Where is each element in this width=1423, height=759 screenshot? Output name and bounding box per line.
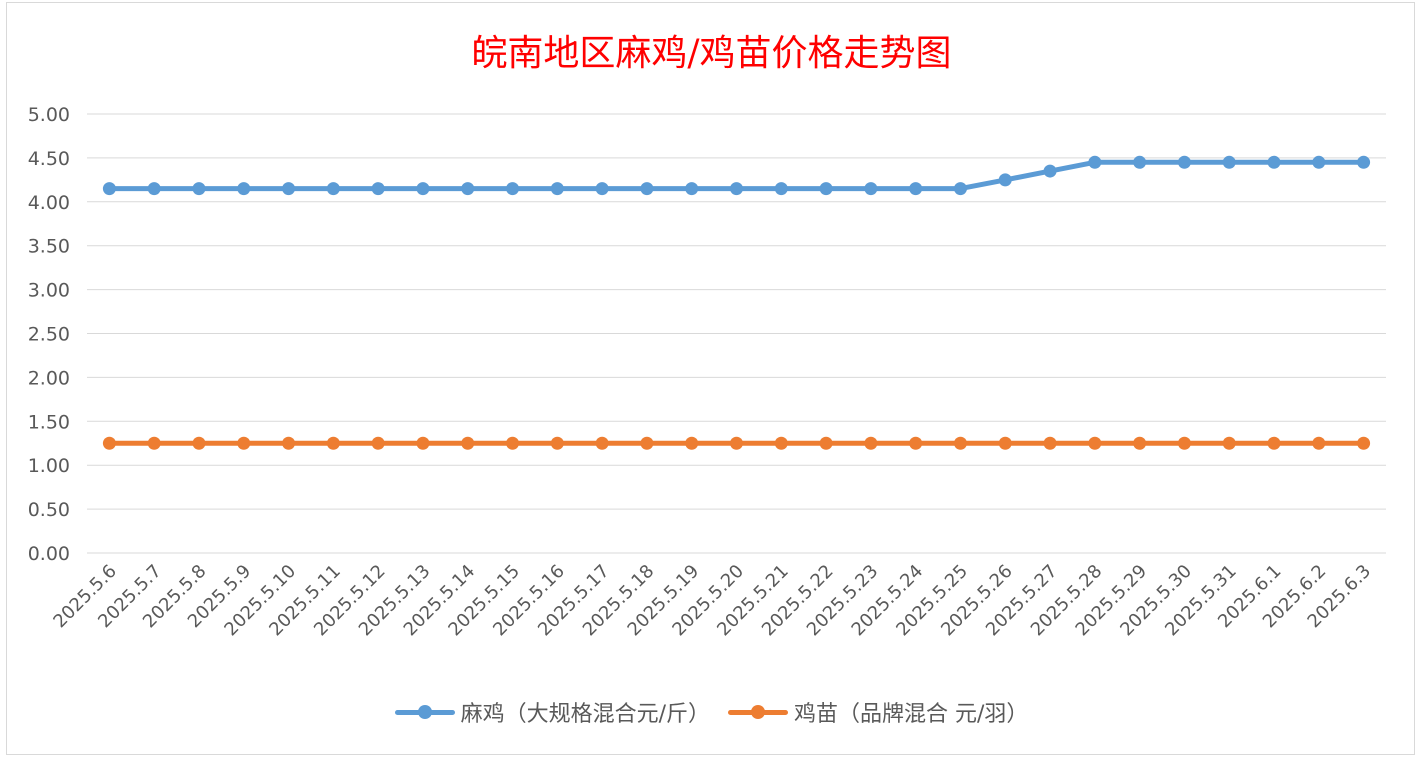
data-point (1222, 155, 1236, 169)
data-point (864, 182, 878, 196)
data-point (819, 182, 833, 196)
data-point (685, 436, 699, 450)
y-tick-label: 2.50 (28, 324, 70, 346)
legend-item-series-1: 鸡苗（品牌混合 元/羽） (728, 696, 1028, 728)
data-point (640, 436, 654, 450)
data-point (371, 436, 385, 450)
data-point (909, 436, 923, 450)
data-point (102, 182, 116, 196)
data-point (237, 182, 251, 196)
data-point (1133, 436, 1147, 450)
data-point (1267, 436, 1281, 450)
data-point (953, 436, 967, 450)
legend-swatch-series-1 (728, 705, 788, 719)
y-tick-label: 0.50 (28, 499, 70, 521)
y-tick-label: 5.00 (28, 104, 70, 126)
data-point (371, 182, 385, 196)
data-point (1357, 436, 1371, 450)
data-point (1088, 436, 1102, 450)
y-tick-label: 2.00 (28, 367, 70, 389)
data-point (595, 182, 609, 196)
data-point (1312, 436, 1326, 450)
data-point (326, 182, 340, 196)
legend-label-series-1: 鸡苗（品牌混合 元/羽） (794, 702, 1029, 727)
legend-marker (751, 705, 765, 719)
data-point (685, 182, 699, 196)
data-point (1267, 155, 1281, 169)
data-point (102, 436, 116, 450)
chart-title: 皖南地区麻鸡/鸡苗价格走势图 (471, 33, 952, 74)
data-point (1133, 155, 1147, 169)
legend-item-series-0: 麻鸡（大规格混合元/斤） (394, 696, 710, 728)
y-tick-label: 3.50 (28, 236, 70, 258)
data-point (1177, 436, 1191, 450)
data-point (1222, 436, 1236, 450)
data-point (192, 182, 206, 196)
data-point (1177, 155, 1191, 169)
data-point (147, 182, 161, 196)
legend-marker (417, 705, 432, 719)
legend-label-series-0: 麻鸡（大规格混合元/斤） (460, 702, 710, 727)
data-point (640, 182, 654, 196)
data-point (730, 182, 743, 196)
chart-legend: 麻鸡（大规格混合元/斤） 鸡苗（品牌混合 元/羽） (0, 696, 1423, 728)
data-point (147, 436, 161, 450)
y-tick-label: 4.50 (28, 148, 70, 170)
data-point (730, 436, 743, 450)
data-point (461, 182, 475, 196)
data-point (550, 436, 564, 450)
data-point (282, 182, 296, 196)
data-point (774, 436, 788, 450)
data-point (237, 436, 251, 450)
y-tick-label: 1.50 (28, 411, 70, 433)
chart-frame (6, 2, 1415, 755)
data-point (506, 182, 520, 196)
data-point (774, 182, 788, 196)
data-point (1312, 155, 1326, 169)
data-point (192, 436, 206, 450)
data-point (953, 182, 967, 196)
y-tick-label: 0.00 (28, 543, 70, 565)
data-point (416, 182, 430, 196)
data-point (998, 436, 1012, 450)
data-point (1088, 155, 1102, 169)
data-point (1043, 436, 1057, 450)
data-point (326, 436, 340, 450)
y-tick-label: 3.00 (28, 280, 70, 302)
data-point (461, 436, 475, 450)
y-tick-label: 1.00 (28, 455, 70, 477)
data-point (909, 182, 923, 196)
data-point (550, 182, 564, 196)
data-point (416, 436, 430, 450)
y-tick-label: 4.00 (28, 192, 70, 214)
data-point (1357, 155, 1371, 169)
data-point (1043, 164, 1057, 178)
data-point (595, 436, 609, 450)
data-point (506, 436, 520, 450)
data-point (998, 173, 1012, 187)
data-point (864, 436, 878, 450)
data-point (282, 436, 296, 450)
data-point (819, 436, 833, 450)
legend-swatch-series-0 (394, 705, 455, 719)
